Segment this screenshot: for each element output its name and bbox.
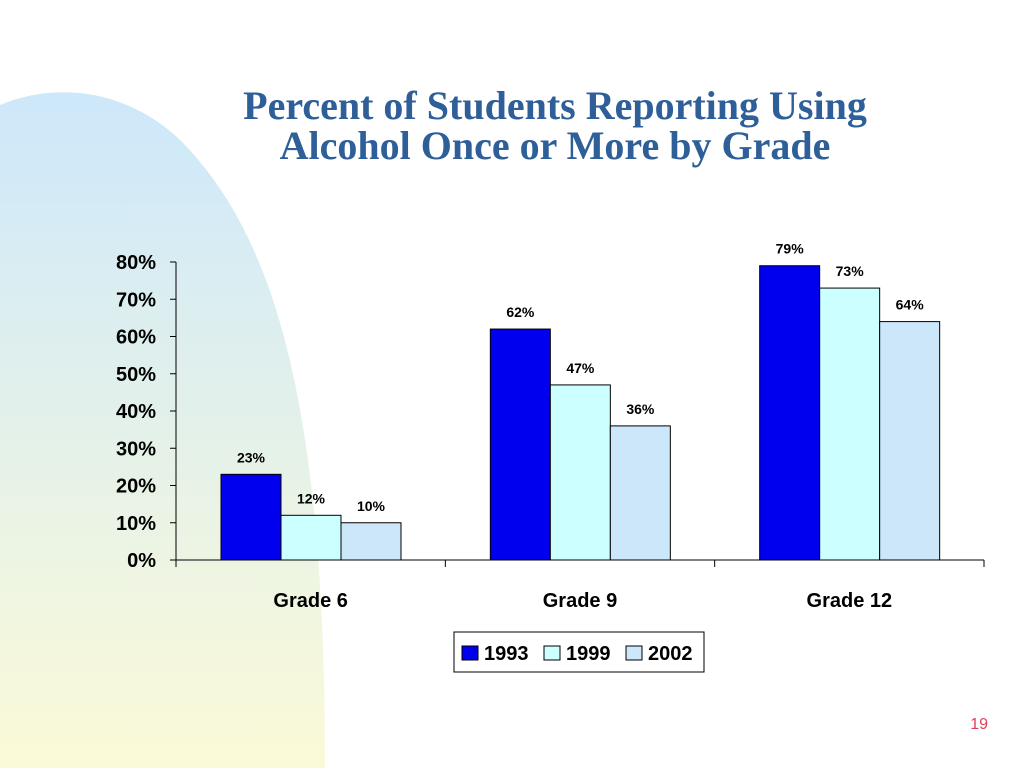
y-tick-label: 50% <box>116 364 156 386</box>
bar-2002-grade-9 <box>609 425 671 561</box>
bar-1999-grade-9 <box>549 384 611 561</box>
bar-1999-grade-6 <box>280 514 342 561</box>
data-label: 73% <box>836 263 865 279</box>
y-tick-label: 0% <box>127 550 156 572</box>
data-label: 47% <box>566 360 595 376</box>
data-label: 79% <box>776 241 805 257</box>
legend-box <box>453 631 705 673</box>
y-tick-label: 20% <box>116 476 156 498</box>
bar-2002-grade-12 <box>879 321 941 561</box>
legend-label-1999: 1999 <box>566 643 611 665</box>
title-line-1: Percent of Students Reporting Using <box>243 83 867 128</box>
data-label: 36% <box>626 401 655 417</box>
title-line-2: Alcohol Once or More by Grade <box>279 123 831 168</box>
legend-swatch-2002 <box>625 645 643 661</box>
y-tick-label: 40% <box>116 401 156 423</box>
y-tick-label: 60% <box>116 327 156 349</box>
legend-label-2002: 2002 <box>648 643 693 665</box>
y-tick-label: 10% <box>116 513 156 535</box>
x-category-label: Grade 12 <box>807 590 893 612</box>
data-label: 12% <box>297 490 326 506</box>
y-tick-label: 80% <box>116 252 156 274</box>
bar-1999-grade-12 <box>819 287 881 561</box>
legend-label-1993: 1993 <box>484 643 529 665</box>
bar-1993-grade-6 <box>220 473 282 561</box>
y-tick-label: 30% <box>116 438 156 460</box>
bar-1993-grade-9 <box>489 328 551 561</box>
x-category-label: Grade 6 <box>273 590 347 612</box>
page-number: 19 <box>970 716 988 733</box>
bar-2002-grade-6 <box>340 522 402 561</box>
x-category-label: Grade 9 <box>543 590 617 612</box>
legend-swatch-1993 <box>461 645 479 661</box>
data-label: 62% <box>506 304 535 320</box>
data-label: 10% <box>357 498 386 514</box>
legend-swatch-1999 <box>543 645 561 661</box>
bar-1993-grade-12 <box>759 265 821 561</box>
data-label: 64% <box>896 297 925 313</box>
data-label: 23% <box>237 449 266 465</box>
slide-title: Percent of Students Reporting Using Alco… <box>150 86 960 166</box>
y-tick-label: 70% <box>116 289 156 311</box>
